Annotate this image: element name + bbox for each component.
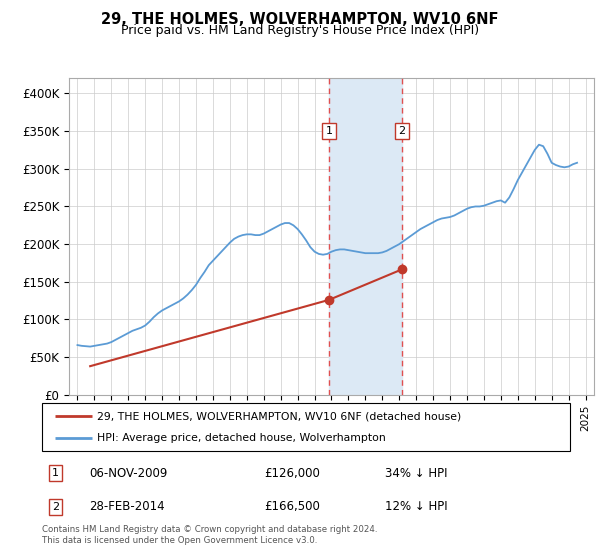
Text: 29, THE HOLMES, WOLVERHAMPTON, WV10 6NF (detached house): 29, THE HOLMES, WOLVERHAMPTON, WV10 6NF … <box>97 411 461 421</box>
Text: 2: 2 <box>398 126 406 136</box>
Text: 29, THE HOLMES, WOLVERHAMPTON, WV10 6NF: 29, THE HOLMES, WOLVERHAMPTON, WV10 6NF <box>101 12 499 27</box>
Text: Contains HM Land Registry data © Crown copyright and database right 2024.
This d: Contains HM Land Registry data © Crown c… <box>42 525 377 545</box>
Text: 1: 1 <box>325 126 332 136</box>
Text: 34% ↓ HPI: 34% ↓ HPI <box>385 466 448 480</box>
Text: 12% ↓ HPI: 12% ↓ HPI <box>385 500 448 513</box>
FancyBboxPatch shape <box>42 403 570 451</box>
Text: £166,500: £166,500 <box>264 500 320 513</box>
Text: 28-FEB-2014: 28-FEB-2014 <box>89 500 165 513</box>
Text: HPI: Average price, detached house, Wolverhampton: HPI: Average price, detached house, Wolv… <box>97 433 386 443</box>
Text: 1: 1 <box>52 468 59 478</box>
Text: 2: 2 <box>52 502 59 512</box>
Text: £126,000: £126,000 <box>264 466 320 480</box>
Text: Price paid vs. HM Land Registry's House Price Index (HPI): Price paid vs. HM Land Registry's House … <box>121 24 479 36</box>
Text: 06-NOV-2009: 06-NOV-2009 <box>89 466 168 480</box>
Bar <box>329 78 402 395</box>
